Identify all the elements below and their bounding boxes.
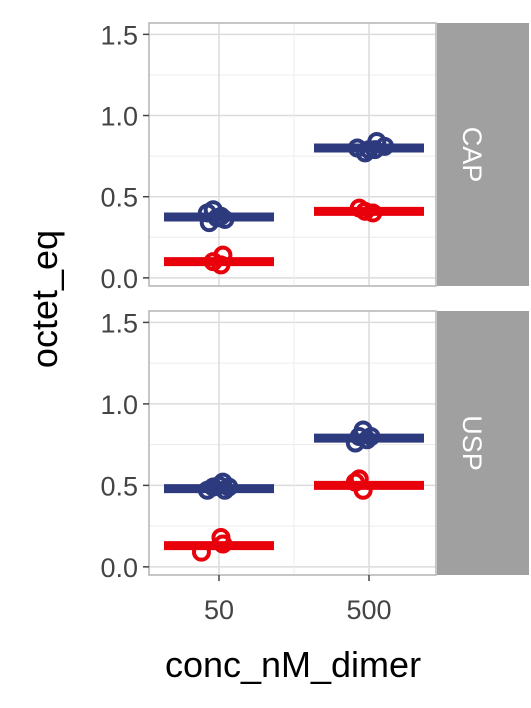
y-tick-label: 0.5 bbox=[100, 183, 138, 213]
x-axis-label: conc_nM_dimer bbox=[165, 644, 421, 685]
data-point bbox=[219, 477, 239, 497]
data-point bbox=[211, 255, 231, 275]
data-point bbox=[191, 542, 211, 562]
data-point bbox=[361, 426, 381, 446]
strip-background bbox=[437, 311, 529, 575]
panel-usp: 0.0 0.5 1.0 1.5 USP bbox=[100, 308, 529, 583]
panel-background bbox=[149, 311, 436, 575]
data-point bbox=[365, 140, 385, 160]
y-tick-label: 0.5 bbox=[100, 471, 138, 501]
y-axis-label: octet_eq bbox=[24, 230, 65, 368]
panel-border bbox=[148, 22, 437, 287]
data-point bbox=[355, 201, 375, 221]
y-tick-label: 1.5 bbox=[100, 308, 138, 338]
y-tick-label: 1.0 bbox=[100, 102, 138, 132]
data-point bbox=[213, 245, 233, 265]
y-tick-label: 1.0 bbox=[100, 390, 138, 420]
strip-label: CAP bbox=[457, 127, 487, 183]
data-point bbox=[215, 209, 235, 229]
data-point bbox=[213, 534, 233, 554]
strip-label: USP bbox=[457, 415, 487, 471]
y-tick-label: 0.0 bbox=[100, 553, 138, 583]
y-tick-label: 0.0 bbox=[100, 264, 138, 294]
panel-cap: 0.0 0.5 1.0 1.5 CAP bbox=[100, 20, 529, 294]
data-point bbox=[353, 480, 373, 500]
panel-border bbox=[148, 310, 437, 576]
data-point bbox=[363, 203, 383, 223]
panel-background bbox=[149, 23, 436, 286]
data-point bbox=[375, 136, 395, 156]
x-tick-label: 500 bbox=[346, 595, 391, 625]
y-tick-label: 1.5 bbox=[100, 20, 138, 50]
x-tick-label: 50 bbox=[204, 595, 234, 625]
panels: 0.0 0.5 1.0 1.5 CAP 0.0 0.5 1.0 1.5 USP 50 500 bbox=[100, 20, 529, 625]
strip-background bbox=[437, 23, 529, 286]
